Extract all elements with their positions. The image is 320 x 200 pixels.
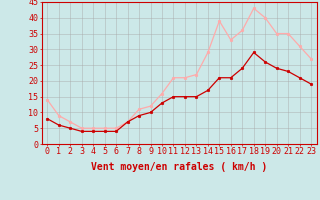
X-axis label: Vent moyen/en rafales ( km/h ): Vent moyen/en rafales ( km/h ) [91,162,267,172]
